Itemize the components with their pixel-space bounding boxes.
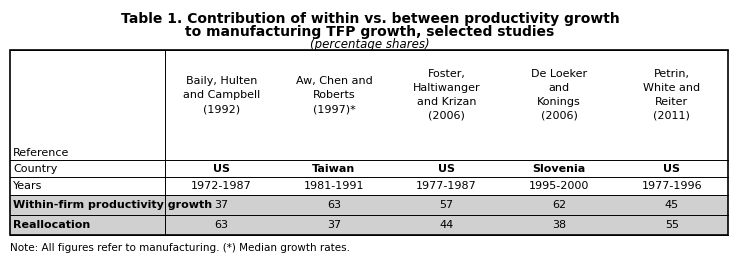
Text: (percentage shares): (percentage shares) (310, 38, 430, 51)
Text: to manufacturing TFP growth, selected studies: to manufacturing TFP growth, selected st… (186, 25, 554, 39)
Text: 1977-1987: 1977-1987 (416, 181, 477, 191)
Text: Baily, Hulten
and Campbell
(1992): Baily, Hulten and Campbell (1992) (183, 76, 260, 114)
Text: US: US (663, 163, 680, 173)
Text: 62: 62 (552, 200, 566, 210)
Text: Reallocation: Reallocation (13, 220, 90, 230)
Text: 44: 44 (440, 220, 454, 230)
Text: Note: All figures refer to manufacturing. (*) Median growth rates.: Note: All figures refer to manufacturing… (10, 243, 350, 253)
Text: 1977-1996: 1977-1996 (642, 181, 702, 191)
Bar (10, 50, 728, 235)
Text: 1972-1987: 1972-1987 (191, 181, 252, 191)
Text: US: US (438, 163, 455, 173)
Text: 55: 55 (665, 220, 679, 230)
Text: Country: Country (13, 163, 58, 173)
Text: 1995-2000: 1995-2000 (529, 181, 589, 191)
Text: Petrin,
White and
Reiter
(2011): Petrin, White and Reiter (2011) (643, 69, 700, 121)
Text: 57: 57 (440, 200, 454, 210)
Text: 37: 37 (215, 200, 229, 210)
Text: Taiwan: Taiwan (312, 163, 355, 173)
Text: Aw, Chen and
Roberts
(1997)*: Aw, Chen and Roberts (1997)* (295, 76, 372, 114)
Text: 1981-1991: 1981-1991 (303, 181, 364, 191)
Bar (10, 215, 728, 235)
Text: Within-firm productivity growth: Within-firm productivity growth (13, 200, 212, 210)
Text: 63: 63 (215, 220, 229, 230)
Text: De Loeker
and
Konings
(2006): De Loeker and Konings (2006) (531, 69, 587, 121)
Text: Foster,
Haltiwanger
and Krizan
(2006): Foster, Haltiwanger and Krizan (2006) (413, 69, 480, 121)
Text: US: US (213, 163, 230, 173)
Text: Table 1. Contribution of within vs. between productivity growth: Table 1. Contribution of within vs. betw… (121, 12, 619, 26)
Text: 63: 63 (327, 200, 341, 210)
Text: Slovenia: Slovenia (533, 163, 586, 173)
Text: 38: 38 (552, 220, 566, 230)
Text: 37: 37 (327, 220, 341, 230)
Text: Reference: Reference (13, 148, 70, 158)
Text: 45: 45 (665, 200, 679, 210)
Bar (10, 195, 728, 215)
Text: Years: Years (13, 181, 42, 191)
